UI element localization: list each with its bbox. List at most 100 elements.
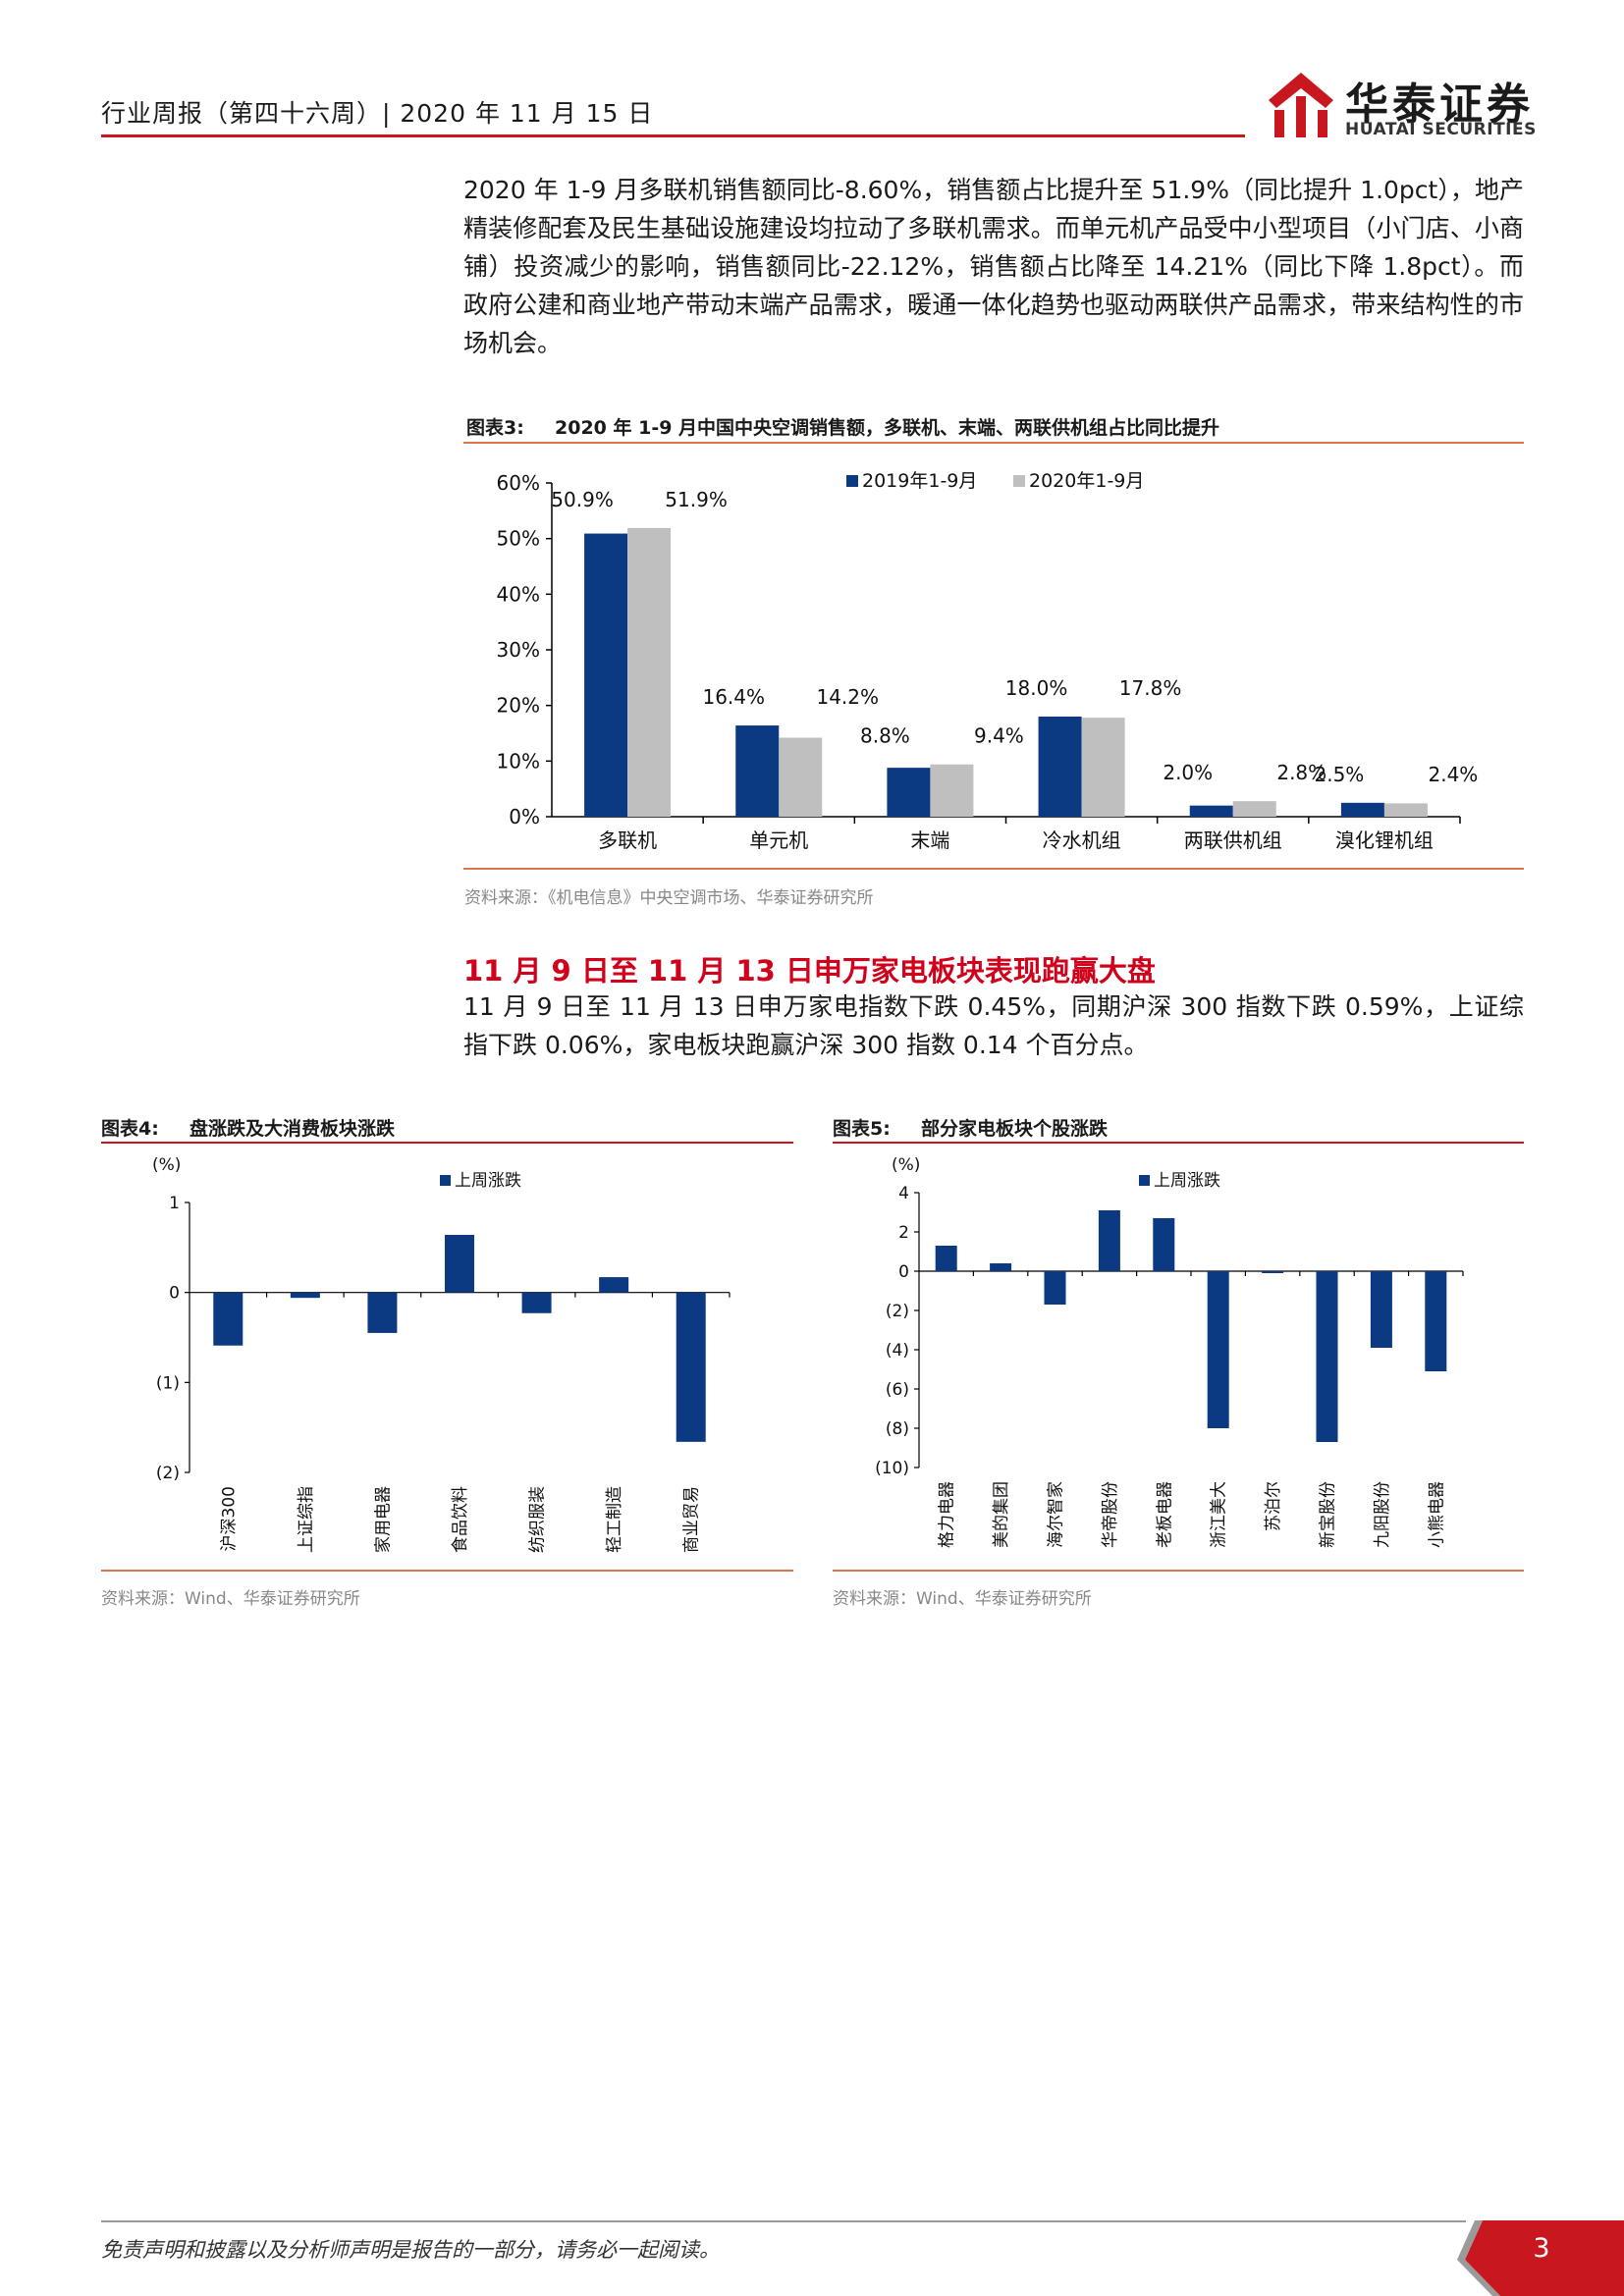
y-tick-label: 1 bbox=[169, 1194, 180, 1213]
legend-label: 2019年1-9月 bbox=[862, 470, 977, 492]
x-tick-label: 小熊电器 bbox=[1427, 1481, 1446, 1548]
figure5-bottom-rule bbox=[833, 1570, 1524, 1572]
bar bbox=[1425, 1271, 1447, 1371]
legend-label: 2020年1-9月 bbox=[1029, 470, 1144, 492]
bar bbox=[935, 1246, 957, 1271]
x-tick-label: 末端 bbox=[910, 828, 949, 852]
x-tick-label: 溴化锂机组 bbox=[1335, 828, 1434, 852]
bar bbox=[445, 1235, 474, 1293]
y-tick-label: (2) bbox=[156, 1464, 180, 1483]
legend-label: 上周涨跌 bbox=[1154, 1171, 1220, 1191]
y-tick-label: 40% bbox=[497, 582, 540, 606]
y-tick-label: 60% bbox=[497, 471, 540, 495]
x-tick-label: 上证综指 bbox=[297, 1486, 316, 1553]
y-tick-label: (8) bbox=[886, 1419, 909, 1439]
y-tick-label: 4 bbox=[898, 1184, 909, 1203]
figure5-caption: 部分家电板块个股涨跌 bbox=[921, 1118, 1109, 1140]
y-tick-label: (4) bbox=[886, 1341, 909, 1361]
logo-name-cn: 华泰证券 bbox=[1345, 80, 1534, 130]
bar-2020 bbox=[1081, 718, 1125, 817]
y-tick-label: 0 bbox=[169, 1284, 180, 1304]
section-heading: 11 月 9 日至 11 月 13 日申万家电板块表现跑赢大盘 bbox=[463, 954, 1156, 988]
y-tick-label: 2 bbox=[898, 1223, 909, 1243]
legend-swatch bbox=[1139, 1175, 1150, 1186]
y-tick-label: 50% bbox=[497, 527, 540, 551]
x-tick-label: 老板电器 bbox=[1155, 1481, 1174, 1548]
x-tick-label: 苏泊尔 bbox=[1264, 1481, 1283, 1531]
figure4-caption: 盘涨跌及大消费板块涨跌 bbox=[189, 1118, 396, 1140]
figure5-bar-chart: (%) 4 2 0 (2) (4) (6) (8) (10) 格力电器 美的集团 海尔智家 华帝股份 老板… bbox=[875, 1155, 1464, 1548]
y-tick-label: 10% bbox=[497, 749, 540, 773]
bar-2019 bbox=[887, 768, 931, 817]
figure3-bottom-rule bbox=[463, 868, 1524, 870]
figure5-source: 资料来源：Wind、华泰证券研究所 bbox=[833, 1589, 1092, 1609]
y-tick-label: 20% bbox=[497, 694, 540, 718]
figure3-source: 资料来源：《机电信息》中央空调市场、华泰证券研究所 bbox=[464, 888, 874, 908]
legend-swatch bbox=[440, 1175, 451, 1186]
x-tick-label: 多联机 bbox=[598, 828, 657, 852]
bar bbox=[1153, 1218, 1175, 1271]
bar-2020 bbox=[1383, 803, 1428, 817]
bar-2020 bbox=[627, 527, 672, 817]
bar bbox=[1262, 1271, 1284, 1273]
figure3-top-rule bbox=[463, 442, 1524, 444]
bar bbox=[290, 1292, 320, 1299]
x-tick-label: 九阳股份 bbox=[1373, 1481, 1392, 1548]
x-tick-label: 沪深300 bbox=[219, 1486, 239, 1551]
page-number: 3 bbox=[1533, 2233, 1550, 2264]
footer-divider bbox=[101, 2220, 1466, 2222]
y-tick-label: 0 bbox=[898, 1262, 909, 1282]
figure3-caption-number: 图表3: bbox=[466, 417, 524, 439]
legend-swatch bbox=[1013, 475, 1025, 487]
figure4-top-rule bbox=[101, 1142, 793, 1144]
data-label: 50.9% bbox=[551, 488, 614, 511]
bar-2020 bbox=[779, 737, 823, 817]
x-tick-label: 冷水机组 bbox=[1043, 828, 1121, 852]
bar bbox=[213, 1292, 244, 1346]
x-tick-label: 格力电器 bbox=[938, 1481, 957, 1548]
bar-2020 bbox=[930, 764, 974, 817]
y-tick-label: (6) bbox=[886, 1380, 909, 1400]
y-tick-label: (1) bbox=[156, 1373, 180, 1393]
legend-label: 上周涨跌 bbox=[455, 1171, 521, 1191]
bar bbox=[1098, 1210, 1120, 1271]
bar-2019 bbox=[1189, 805, 1233, 817]
bar-2019 bbox=[735, 725, 780, 817]
bar-2019 bbox=[584, 533, 628, 817]
x-tick-label: 家用电器 bbox=[373, 1486, 393, 1553]
page-number-tab bbox=[1457, 2220, 1624, 2296]
bar bbox=[1316, 1271, 1338, 1442]
figure5-caption-number: 图表5: bbox=[833, 1118, 891, 1140]
bar-2019 bbox=[1038, 717, 1082, 817]
bar bbox=[1207, 1271, 1229, 1428]
x-tick-label: 华帝股份 bbox=[1101, 1481, 1120, 1548]
data-label: 17.8% bbox=[1119, 676, 1182, 700]
data-label: 16.4% bbox=[702, 685, 765, 709]
x-tick-label: 食品饮料 bbox=[451, 1486, 470, 1553]
data-label: 51.9% bbox=[665, 488, 728, 511]
x-tick-label: 浙江美大 bbox=[1210, 1481, 1229, 1548]
figure4-bottom-rule bbox=[101, 1570, 793, 1572]
data-label: 8.8% bbox=[860, 724, 910, 748]
x-tick-label: 商业贸易 bbox=[682, 1486, 702, 1553]
legend-swatch bbox=[846, 475, 858, 487]
page-header-title: 行业周报（第四十六周）| 2020 年 11 月 15 日 bbox=[101, 99, 654, 128]
data-label: 2.5% bbox=[1315, 763, 1365, 786]
x-tick-label: 两联供机组 bbox=[1184, 828, 1282, 852]
figure4-source: 资料来源：Wind、华泰证券研究所 bbox=[101, 1589, 360, 1609]
figure3-bar-chart: 0% 10% 20% 30% 40% 50% 60% 多联机 50.9% 51.9% 单元机 16.4… bbox=[497, 470, 1479, 852]
x-tick-label: 纺织服装 bbox=[528, 1486, 548, 1553]
company-logo-icon bbox=[1269, 73, 1333, 137]
bar-2019 bbox=[1340, 802, 1384, 817]
x-tick-label: 单元机 bbox=[749, 828, 808, 852]
y-tick-label: 30% bbox=[497, 638, 540, 662]
data-label: 2.4% bbox=[1429, 763, 1479, 786]
bar bbox=[1044, 1271, 1066, 1305]
data-label: 9.4% bbox=[974, 724, 1024, 748]
y-axis-unit: (%) bbox=[152, 1155, 181, 1175]
bar bbox=[676, 1292, 706, 1442]
y-tick-label: (10) bbox=[875, 1459, 909, 1478]
bar bbox=[1370, 1271, 1392, 1348]
x-tick-label: 海尔智家 bbox=[1047, 1481, 1066, 1548]
figure5-top-rule bbox=[833, 1142, 1524, 1144]
